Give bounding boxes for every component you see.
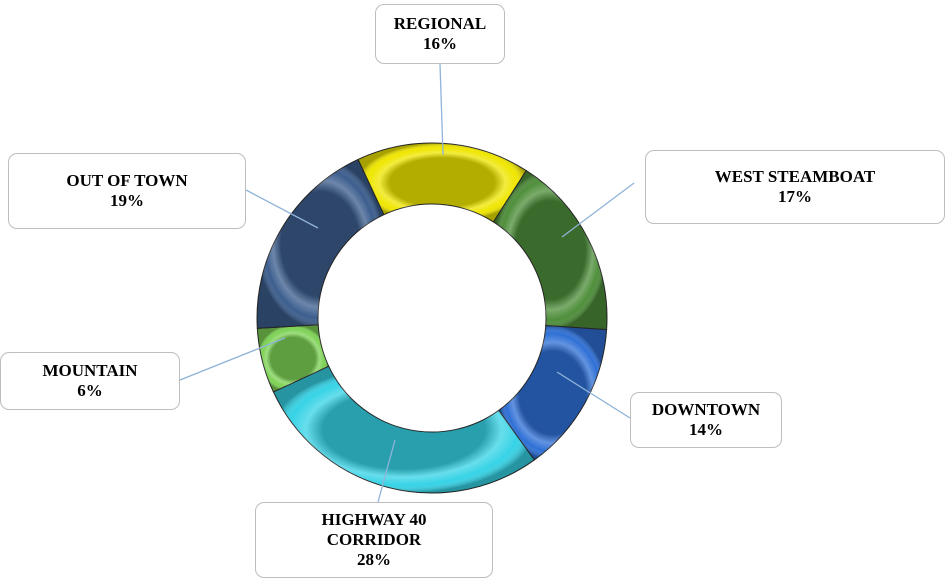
- data-label: DOWNTOWN 14%: [630, 392, 782, 448]
- leader-line: [377, 439, 396, 503]
- category-label: DOWNTOWN: [651, 400, 761, 419]
- leader-line: [245, 189, 319, 229]
- data-label: REGIONAL 16%: [375, 4, 505, 64]
- value-label: 16%: [423, 34, 457, 53]
- donut-segment: [492, 169, 608, 331]
- data-label: HIGHWAY 40 CORRIDOR 28%: [255, 502, 493, 578]
- data-label: WEST STEAMBOAT 17%: [645, 150, 945, 224]
- data-label: OUT OF TOWN 19%: [8, 153, 246, 229]
- value-label: 14%: [689, 420, 723, 439]
- leader-line: [556, 371, 631, 419]
- leader-line: [179, 337, 286, 381]
- donut-segment: [272, 365, 536, 494]
- value-label: 28%: [357, 550, 391, 569]
- leader-line: [439, 63, 444, 156]
- category-label: HIGHWAY 40 CORRIDOR: [321, 510, 427, 549]
- category-label: MOUNTAIN: [42, 361, 138, 380]
- category-label: WEST STEAMBOAT: [714, 167, 876, 186]
- leader-line: [561, 182, 635, 238]
- value-label: 17%: [778, 187, 812, 206]
- category-label: OUT OF TOWN: [66, 171, 188, 190]
- data-label: MOUNTAIN 6%: [0, 352, 180, 410]
- value-label: 6%: [77, 381, 103, 400]
- category-label: REGIONAL: [393, 14, 487, 33]
- donut-segment: [256, 158, 385, 329]
- value-label: 19%: [110, 191, 144, 210]
